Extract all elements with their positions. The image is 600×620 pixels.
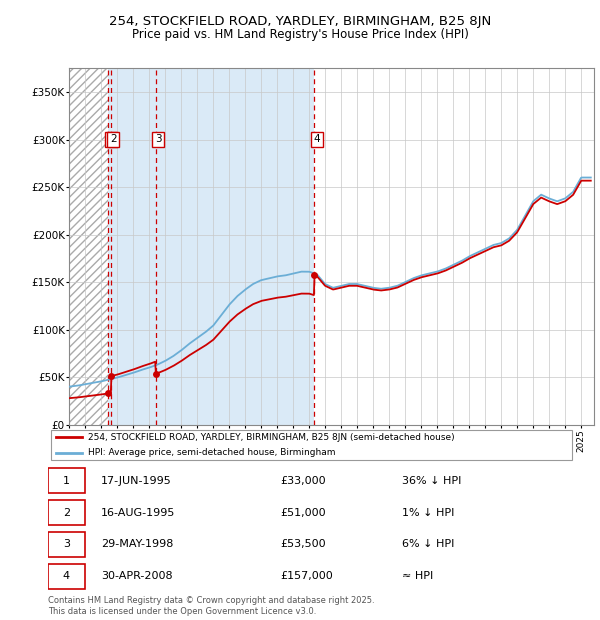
FancyBboxPatch shape <box>48 469 85 494</box>
Text: 17-JUN-1995: 17-JUN-1995 <box>101 476 172 486</box>
Text: 2: 2 <box>63 508 70 518</box>
Text: 4: 4 <box>313 135 320 144</box>
Bar <box>109 68 314 425</box>
Text: 6% ↓ HPI: 6% ↓ HPI <box>402 539 454 549</box>
Text: 1% ↓ HPI: 1% ↓ HPI <box>402 508 454 518</box>
Text: 1: 1 <box>107 135 114 144</box>
FancyBboxPatch shape <box>48 500 85 525</box>
Text: HPI: Average price, semi-detached house, Birmingham: HPI: Average price, semi-detached house,… <box>88 448 335 457</box>
Text: 254, STOCKFIELD ROAD, YARDLEY, BIRMINGHAM, B25 8JN (semi-detached house): 254, STOCKFIELD ROAD, YARDLEY, BIRMINGHA… <box>88 433 454 441</box>
Text: 3: 3 <box>155 135 161 144</box>
Text: £53,500: £53,500 <box>280 539 326 549</box>
FancyBboxPatch shape <box>50 430 572 460</box>
Text: 29-MAY-1998: 29-MAY-1998 <box>101 539 173 549</box>
Text: £157,000: £157,000 <box>280 571 333 581</box>
Text: 4: 4 <box>63 571 70 581</box>
Text: 254, STOCKFIELD ROAD, YARDLEY, BIRMINGHAM, B25 8JN: 254, STOCKFIELD ROAD, YARDLEY, BIRMINGHA… <box>109 16 491 29</box>
FancyBboxPatch shape <box>48 564 85 588</box>
Text: ≈ HPI: ≈ HPI <box>402 571 433 581</box>
Text: Contains HM Land Registry data © Crown copyright and database right 2025.
This d: Contains HM Land Registry data © Crown c… <box>48 596 374 616</box>
Text: Price paid vs. HM Land Registry's House Price Index (HPI): Price paid vs. HM Land Registry's House … <box>131 28 469 41</box>
Text: 3: 3 <box>63 539 70 549</box>
Text: 36% ↓ HPI: 36% ↓ HPI <box>402 476 461 486</box>
Text: £51,000: £51,000 <box>280 508 326 518</box>
Text: 1: 1 <box>63 476 70 486</box>
FancyBboxPatch shape <box>48 532 85 557</box>
Text: 30-APR-2008: 30-APR-2008 <box>101 571 172 581</box>
Text: 16-AUG-1995: 16-AUG-1995 <box>101 508 175 518</box>
Text: £33,000: £33,000 <box>280 476 326 486</box>
Text: 2: 2 <box>110 135 116 144</box>
Bar <box>69 68 109 425</box>
Bar <box>314 68 594 425</box>
